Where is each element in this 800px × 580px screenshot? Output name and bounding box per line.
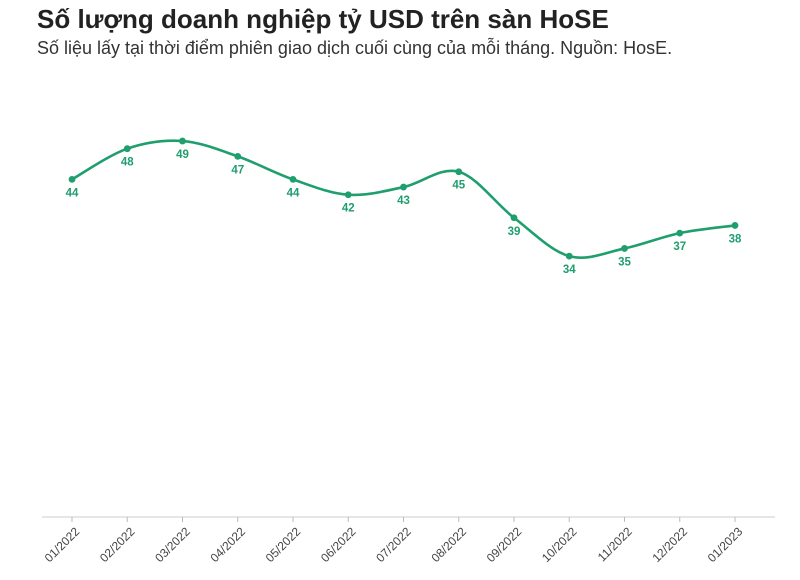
x-tick-label: 08/2022 [429,524,470,565]
x-tick-label: 05/2022 [263,524,304,565]
data-label: 49 [176,149,189,161]
x-tick-label: 06/2022 [318,524,359,565]
data-label: 44 [66,187,79,199]
x-tick-label: 03/2022 [152,524,193,565]
x-tick-label: 09/2022 [484,524,525,565]
data-point [234,152,242,160]
chart-header: Số lượng doanh nghiệp tỷ USD trên sàn Ho… [37,2,790,60]
chart-subtitle: Số liệu lấy tại thời điểm phiên giao dịc… [37,38,673,58]
data-label: 35 [618,256,631,268]
data-label: 38 [729,233,742,245]
data-point [455,168,463,176]
data-label: 44 [287,187,300,199]
x-tick-label: 10/2022 [539,524,580,565]
data-point [510,214,518,222]
data-point [179,137,186,145]
data-point [400,183,407,191]
data-label: 37 [673,241,686,253]
x-tick-label: 11/2022 [595,524,635,564]
data-point [123,145,131,153]
x-tick-label: 01/2023 [705,524,746,565]
data-point [289,176,297,183]
data-point [621,245,628,252]
x-tick-label: 12/2022 [650,524,691,565]
data-label: 43 [397,195,410,207]
data-label: 42 [342,203,355,215]
data-label: 34 [563,264,576,276]
data-point [731,222,739,229]
data-point [565,252,573,260]
data-point [344,191,352,199]
x-tick-label: 02/2022 [97,524,138,565]
x-tick-label: 07/2022 [373,524,414,565]
data-label: 39 [508,226,521,238]
chart-title: Số lượng doanh nghiệp tỷ USD trên sàn Ho… [37,4,609,34]
data-label: 45 [452,180,465,192]
data-label: 47 [231,164,244,176]
x-tick-label: 01/2022 [42,524,83,565]
data-point [68,176,76,183]
data-label: 48 [121,157,134,169]
data-point [676,229,684,237]
x-tick-label: 04/2022 [208,524,249,565]
